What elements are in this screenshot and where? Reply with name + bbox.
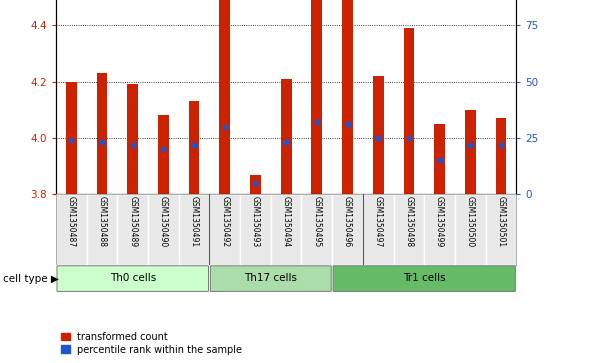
Text: Tr1 cells: Tr1 cells	[403, 273, 445, 283]
FancyBboxPatch shape	[394, 194, 424, 265]
Text: GSM1350501: GSM1350501	[496, 196, 506, 248]
Text: Th17 cells: Th17 cells	[244, 273, 297, 283]
FancyBboxPatch shape	[333, 266, 515, 291]
FancyBboxPatch shape	[424, 194, 455, 265]
Text: GSM1350500: GSM1350500	[466, 196, 475, 248]
Bar	[465, 110, 476, 194]
Bar	[342, 0, 353, 194]
Text: cell type ▶: cell type ▶	[3, 274, 59, 284]
FancyBboxPatch shape	[486, 194, 516, 265]
Text: GSM1350493: GSM1350493	[251, 196, 260, 248]
Text: GSM1350490: GSM1350490	[159, 196, 168, 248]
Bar	[189, 101, 199, 194]
Bar	[312, 0, 322, 194]
Text: GSM1350494: GSM1350494	[281, 196, 291, 248]
Bar	[373, 76, 384, 194]
FancyBboxPatch shape	[179, 194, 209, 265]
Text: GSM1350492: GSM1350492	[220, 196, 230, 248]
FancyBboxPatch shape	[363, 194, 394, 265]
Bar	[127, 85, 138, 194]
Text: GSM1350491: GSM1350491	[189, 196, 199, 248]
FancyBboxPatch shape	[301, 194, 332, 265]
FancyBboxPatch shape	[240, 194, 271, 265]
Text: GSM1350499: GSM1350499	[435, 196, 444, 248]
Bar	[250, 175, 261, 194]
Text: GSM1350496: GSM1350496	[343, 196, 352, 248]
Bar	[434, 124, 445, 194]
Text: GSM1350488: GSM1350488	[97, 196, 107, 247]
FancyBboxPatch shape	[148, 194, 179, 265]
FancyBboxPatch shape	[56, 194, 87, 265]
Bar	[404, 28, 414, 194]
Text: GSM1350489: GSM1350489	[128, 196, 137, 248]
FancyBboxPatch shape	[455, 194, 486, 265]
Legend: transformed count, percentile rank within the sample: transformed count, percentile rank withi…	[61, 332, 242, 355]
Text: GSM1350498: GSM1350498	[404, 196, 414, 248]
FancyBboxPatch shape	[271, 194, 301, 265]
Bar	[496, 118, 506, 194]
FancyBboxPatch shape	[209, 194, 240, 265]
FancyBboxPatch shape	[117, 194, 148, 265]
FancyBboxPatch shape	[332, 194, 363, 265]
Text: GSM1350495: GSM1350495	[312, 196, 322, 248]
Text: GSM1350497: GSM1350497	[373, 196, 383, 248]
Bar	[66, 82, 77, 194]
Bar	[158, 115, 169, 194]
Bar	[97, 73, 107, 194]
FancyBboxPatch shape	[87, 194, 117, 265]
Text: GSM1350487: GSM1350487	[67, 196, 76, 248]
FancyBboxPatch shape	[211, 266, 331, 291]
Text: Th0 cells: Th0 cells	[110, 273, 156, 283]
Bar	[219, 0, 230, 194]
FancyBboxPatch shape	[57, 266, 208, 291]
Bar	[281, 79, 291, 194]
